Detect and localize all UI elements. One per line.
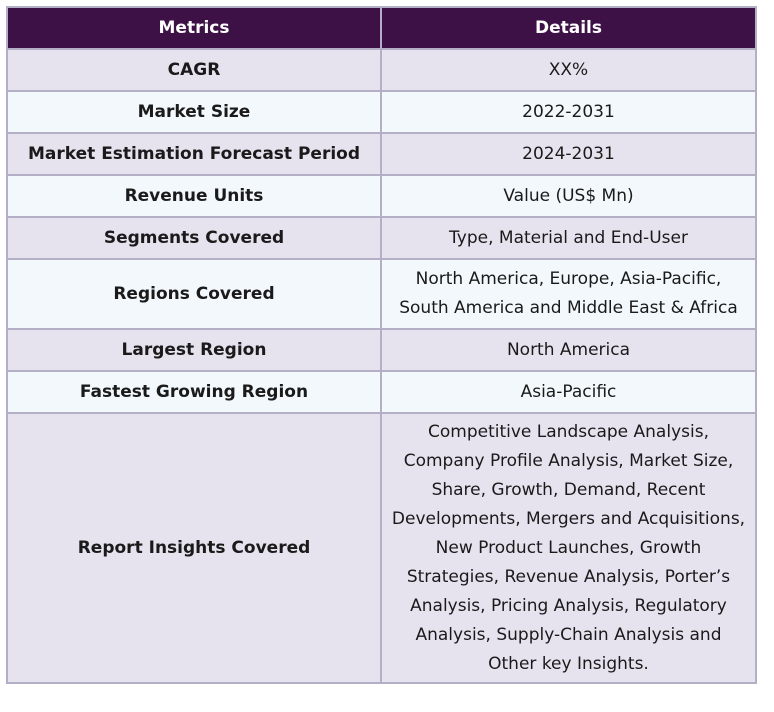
metric-cell: Regions Covered — [6, 258, 382, 330]
details-cell: Asia-Pacific — [380, 370, 757, 414]
table-row: Revenue Units Value (US$ Mn) — [6, 174, 757, 218]
details-cell: 2024-2031 — [380, 132, 757, 176]
table-row: CAGR XX% — [6, 48, 757, 92]
metric-cell: Market Estimation Forecast Period — [6, 132, 382, 176]
metric-cell: CAGR — [6, 48, 382, 92]
report-metrics-table-container: Metrics Details CAGR XX% Market Size 202… — [6, 6, 757, 684]
report-metrics-table: Metrics Details CAGR XX% Market Size 202… — [6, 6, 757, 684]
table-header-row: Metrics Details — [6, 6, 757, 50]
metric-cell: Largest Region — [6, 328, 382, 372]
table-row: Market Size 2022-2031 — [6, 90, 757, 134]
details-cell: Competitive Landscape Analysis, Company … — [380, 412, 757, 684]
table-row: Fastest Growing Region Asia-Pacific — [6, 370, 757, 414]
details-cell: Value (US$ Mn) — [380, 174, 757, 218]
details-cell: XX% — [380, 48, 757, 92]
metric-cell: Market Size — [6, 90, 382, 134]
table-row: Largest Region North America — [6, 328, 757, 372]
details-cell: Type, Material and End-User — [380, 216, 757, 260]
metric-cell: Segments Covered — [6, 216, 382, 260]
table-row: Report Insights Covered Competitive Land… — [6, 412, 757, 684]
metric-cell: Fastest Growing Region — [6, 370, 382, 414]
header-metrics: Metrics — [6, 6, 382, 50]
details-cell: North America, Europe, Asia-Pacific, Sou… — [380, 258, 757, 330]
details-cell: 2022-2031 — [380, 90, 757, 134]
table-row: Regions Covered North America, Europe, A… — [6, 258, 757, 330]
metric-cell: Report Insights Covered — [6, 412, 382, 684]
table-row: Market Estimation Forecast Period 2024-2… — [6, 132, 757, 176]
metric-cell: Revenue Units — [6, 174, 382, 218]
table-row: Segments Covered Type, Material and End-… — [6, 216, 757, 260]
header-details: Details — [380, 6, 757, 50]
details-cell: North America — [380, 328, 757, 372]
